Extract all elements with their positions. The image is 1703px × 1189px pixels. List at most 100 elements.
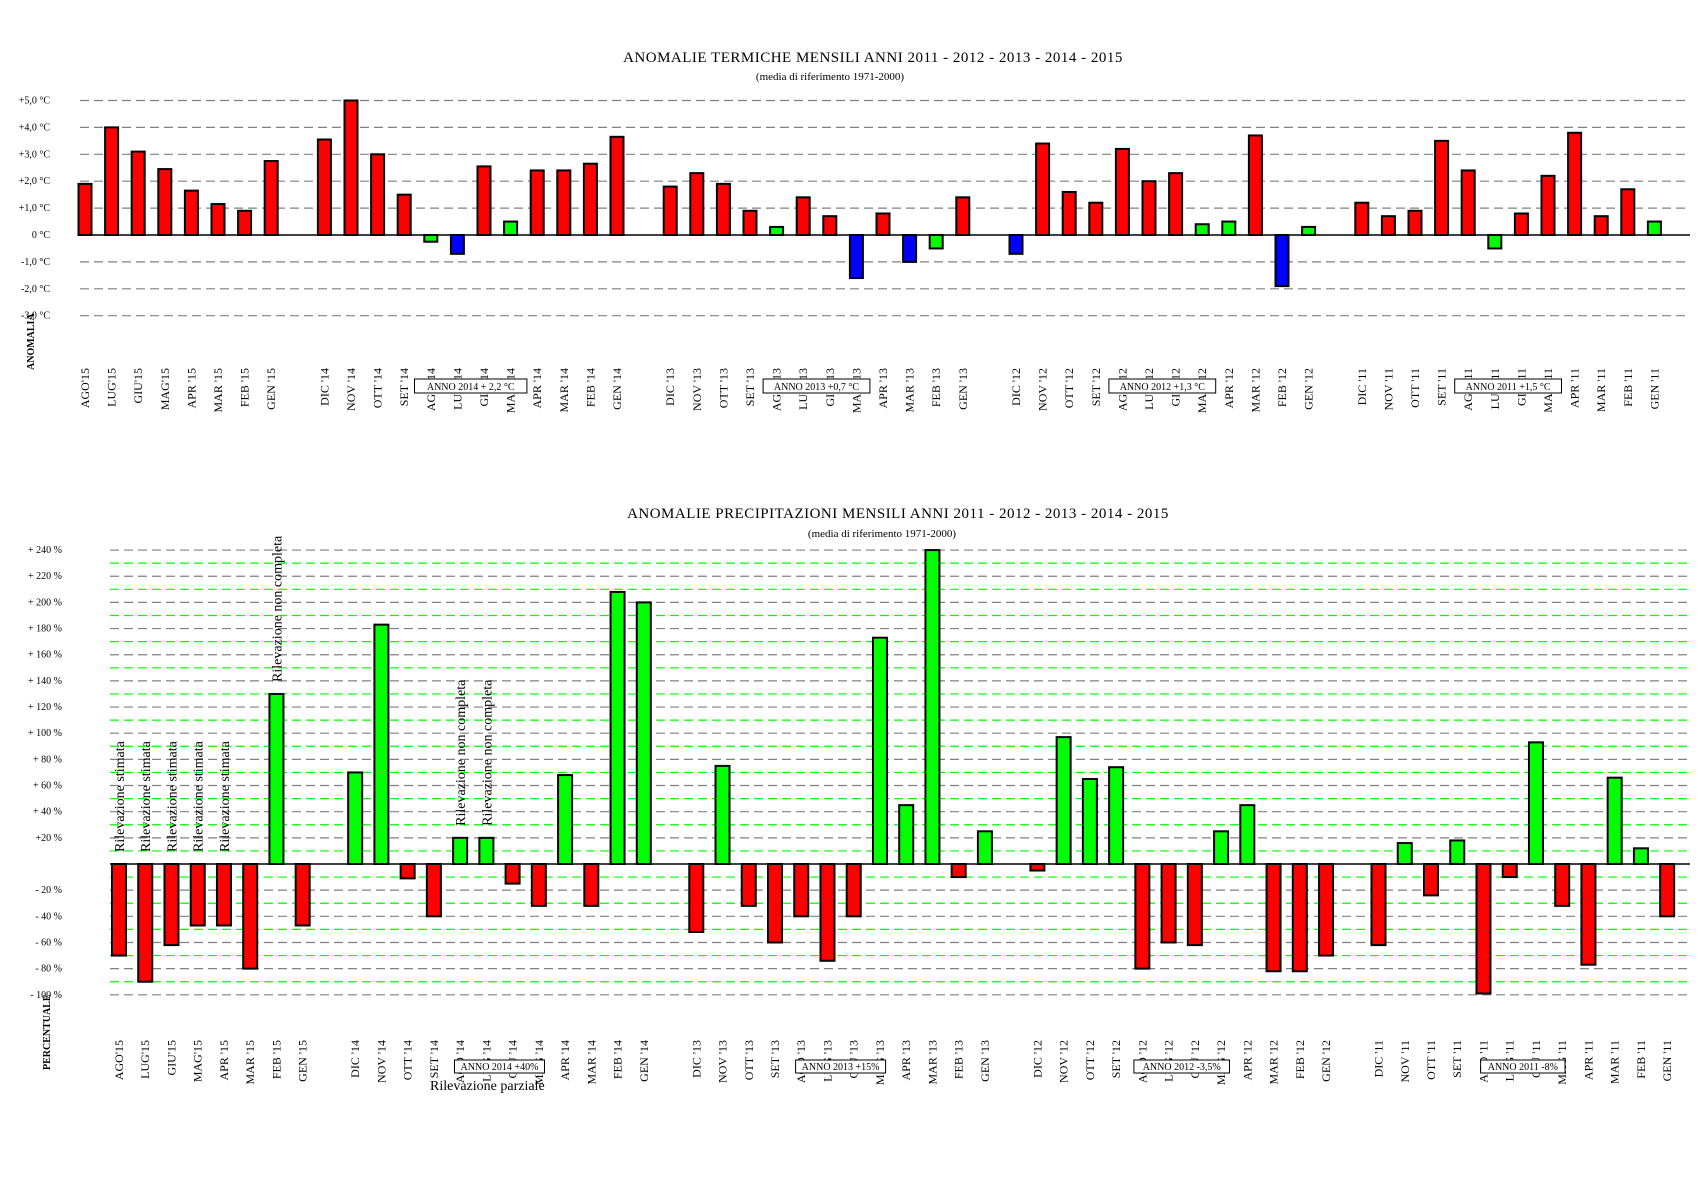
y-tick-label: +4,0 °C	[19, 122, 51, 133]
x-tick-label: MAR '15	[243, 1040, 257, 1085]
bar-ott13	[740, 863, 757, 907]
y-tick-label: + 60 %	[33, 781, 62, 792]
x-tick-label: OTT '14	[401, 1040, 415, 1080]
x-tick-label: APR '15	[217, 1040, 231, 1081]
x-tick-label: FEB '13	[929, 368, 943, 407]
bar-set12	[1088, 201, 1104, 236]
bar-nov13	[714, 764, 731, 866]
x-tick-label: GIU'15	[131, 368, 145, 404]
bar-gen11	[1646, 220, 1662, 237]
bar-ott12	[1081, 777, 1098, 865]
x-tick-label: GEN '12	[1302, 368, 1316, 410]
x-tick-label: OTT '13	[716, 368, 730, 408]
x-tick-label: DIC '13	[663, 368, 677, 406]
x-tick-label: NOV '12	[1057, 1040, 1071, 1083]
bar-mag15	[157, 168, 173, 236]
bar-dic14	[347, 771, 364, 865]
y-tick-label: - 60 %	[35, 937, 62, 948]
bar-apr15	[183, 189, 199, 237]
x-tick-label: GEN '13	[956, 368, 970, 410]
x-tick-label: GIU'15	[164, 1040, 178, 1076]
bar-gen13	[976, 830, 993, 865]
bar-gen13	[955, 196, 971, 236]
x-tick-label: NOV '11	[1398, 1040, 1412, 1083]
bar-ago13	[769, 225, 785, 236]
bar-mar14	[556, 169, 572, 236]
bar-mar11	[1606, 776, 1623, 865]
bar-feb14	[582, 162, 598, 236]
bar-mag13	[848, 234, 864, 280]
bar-ott14	[399, 863, 416, 880]
bar-mag14	[503, 220, 519, 237]
y-tick-label: - 40 %	[35, 911, 62, 922]
x-tick-label: SET '11	[1450, 1040, 1464, 1078]
temperature-chart-title: ANOMALIE TERMICHE MENSILI ANNI 2011 - 20…	[623, 50, 1123, 66]
bar-dic13	[688, 863, 705, 934]
bar-apr13	[898, 804, 915, 866]
year-summary-box	[1133, 1059, 1231, 1074]
x-tick-label: OTT '12	[1062, 368, 1076, 408]
bar-ago11	[1460, 169, 1476, 236]
bar-gen12	[1318, 863, 1335, 957]
x-tick-label: MAR '12	[1248, 368, 1262, 413]
bar-feb15	[237, 209, 253, 236]
year-summary-label: ANNO 2011 -8%	[1488, 1062, 1558, 1073]
y-tick-label: - 20 %	[35, 885, 62, 896]
y-tick-label: +20 %	[36, 833, 62, 844]
bar-dic11	[1370, 863, 1387, 947]
bar-dic12	[1029, 863, 1046, 872]
bar-giu13	[845, 863, 862, 918]
year-summary-box	[1454, 378, 1562, 394]
bar-feb14	[609, 590, 626, 865]
x-tick-label: MAR '14	[584, 1040, 598, 1085]
x-tick-label: APR '12	[1240, 1040, 1254, 1081]
x-tick-label: OTT '11	[1424, 1040, 1438, 1080]
x-tick-label: SET '13	[743, 368, 757, 406]
bar-mar15	[242, 863, 259, 970]
bar-gen12	[1301, 225, 1317, 236]
year-summary-label: ANNO 2013 +0,7 °C	[774, 382, 860, 393]
bar-mar13	[924, 549, 941, 866]
x-tick-label: DIC '12	[1030, 1040, 1044, 1078]
x-tick-label: SET '12	[1109, 1040, 1123, 1078]
bar-apr13	[875, 212, 891, 236]
bar-feb11	[1620, 188, 1636, 237]
bar-feb11	[1632, 847, 1649, 866]
bar-giu12	[1168, 172, 1184, 237]
y-tick-label: - 80 %	[35, 964, 62, 975]
year-summary-box	[453, 1059, 545, 1074]
x-tick-label: DIC '11	[1355, 368, 1369, 405]
y-tick-label: + 120 %	[28, 702, 62, 713]
bar-set14	[425, 863, 442, 918]
y-tick-label: + 180 %	[28, 624, 62, 635]
y-tick-label: + 100 %	[28, 728, 62, 739]
x-tick-label: GEN '15	[296, 1040, 310, 1082]
bar-ago12	[1114, 147, 1130, 236]
x-tick-label: DIC '11	[1372, 1040, 1386, 1077]
bar-giu14	[504, 863, 521, 885]
bar-mag13	[871, 636, 888, 865]
x-tick-label: OTT '13	[742, 1040, 756, 1080]
bar-apr15	[215, 863, 232, 927]
y-tick-label: + 200 %	[28, 597, 62, 608]
year-summary-box	[762, 378, 871, 394]
precipitation-chart-title: ANOMALIE PRECIPITAZIONI MENSILI ANNI 201…	[627, 506, 1169, 522]
x-tick-label: APR '13	[899, 1040, 913, 1081]
bar-feb12	[1274, 234, 1290, 288]
bar-ott11	[1423, 863, 1439, 897]
x-tick-label: LUG'15	[138, 1040, 152, 1079]
temperature-anomaly-chart: +5,0 °C +4,0 °C +3,0 °C +2,0 °C +1,0 °C 0 °C -…	[19, 96, 1690, 413]
x-tick-label: DIC '14	[317, 368, 331, 406]
x-tick-label: MAR '15	[211, 368, 225, 413]
x-tick-label: APR '12	[1222, 368, 1236, 409]
x-tick-label: NOV '12	[1036, 368, 1050, 411]
bar-giu12	[1186, 863, 1203, 947]
x-tick-label: FEB '12	[1293, 1040, 1307, 1079]
x-tick-label: DIC '13	[689, 1040, 703, 1078]
x-tick-label: APR '11	[1581, 1040, 1595, 1080]
bar-apr12	[1239, 804, 1256, 866]
bar-annotation: Rilevazione stimata	[113, 740, 128, 852]
x-tick-label: OTT '11	[1408, 368, 1422, 408]
bar-mag14	[530, 863, 547, 907]
y-tick-label: +3,0 °C	[19, 149, 51, 160]
